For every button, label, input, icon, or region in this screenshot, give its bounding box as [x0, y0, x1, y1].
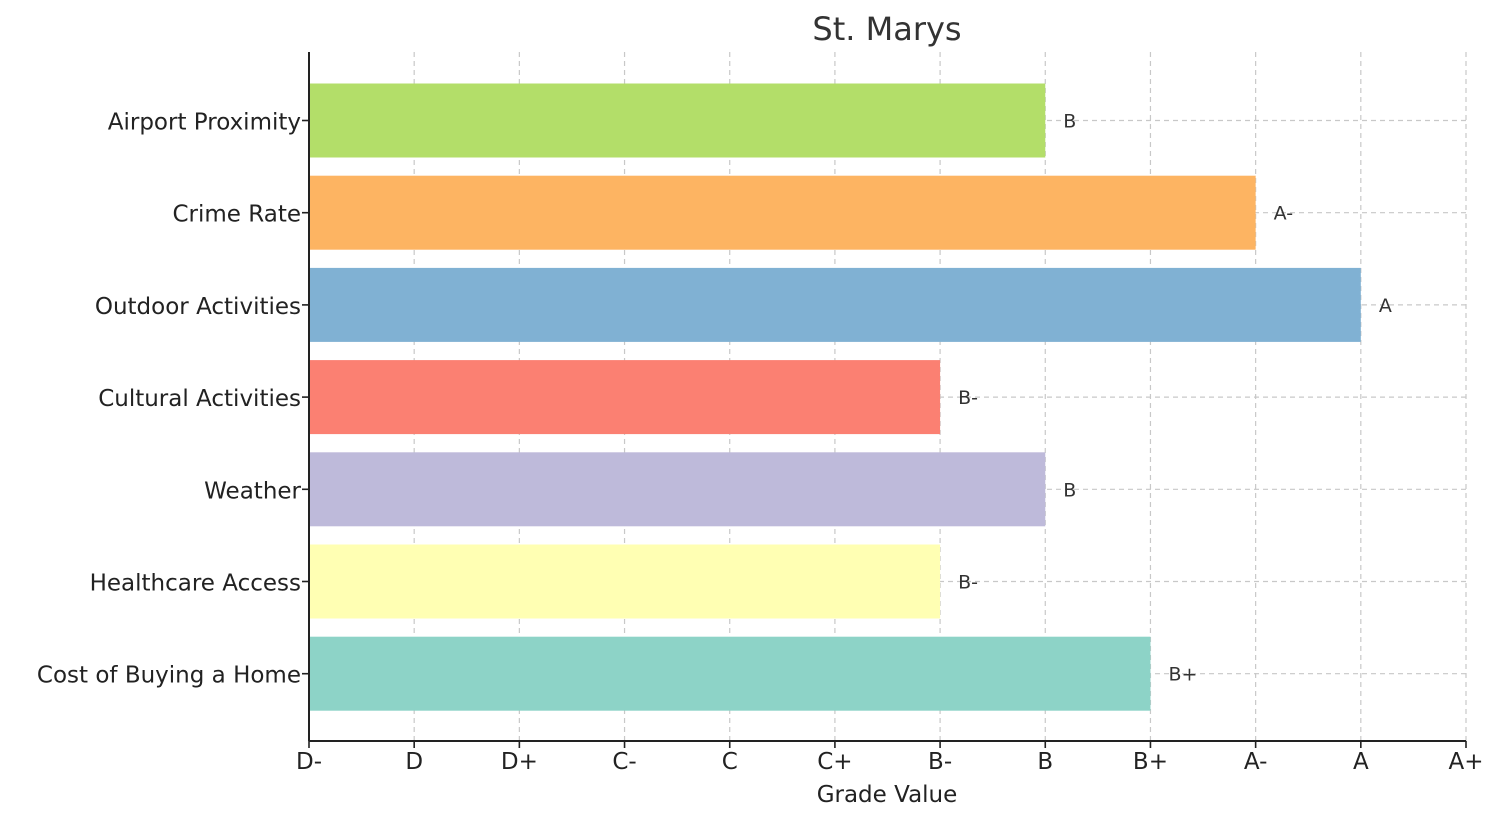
bar-value-label: B-	[958, 572, 978, 594]
bar	[309, 544, 941, 619]
bar	[309, 636, 1151, 711]
bar-value-label: B-	[958, 387, 978, 409]
x-tick-label: C-	[612, 749, 636, 775]
x-tick-label: C+	[817, 749, 852, 775]
x-tick-label: B	[1037, 749, 1053, 775]
x-tick-label: B-	[928, 749, 952, 775]
y-tick-label: Cultural Activities	[98, 386, 301, 412]
y-tick-label: Cost of Buying a Home	[37, 663, 301, 689]
y-tick-label: Crime Rate	[172, 202, 301, 228]
bar	[309, 175, 1256, 250]
bar-value-label: B	[1063, 111, 1076, 133]
x-tick-label: D	[405, 749, 423, 775]
label-layer: B Airport Proximity A- Crime Rate A Outdoor A…	[37, 110, 1484, 776]
bar	[309, 267, 1361, 342]
bar-value-label: A	[1379, 295, 1392, 317]
x-tick-label: C	[722, 749, 738, 775]
x-tick-label: A-	[1244, 749, 1268, 775]
x-tick-label: D-	[296, 749, 322, 775]
bar-value-label: B+	[1168, 664, 1197, 686]
chart-title: St. Marys	[812, 10, 961, 48]
y-tick-label: Outdoor Activities	[95, 294, 301, 320]
bar	[309, 360, 941, 435]
y-tick-label: Healthcare Access	[90, 571, 301, 597]
x-tick-label: A+	[1448, 749, 1483, 775]
x-tick-label: B+	[1133, 749, 1168, 775]
axis-layer	[302, 52, 1467, 748]
bar	[309, 83, 1046, 158]
bar-value-label: B	[1063, 479, 1076, 501]
bar-value-label: A-	[1274, 203, 1293, 225]
x-tick-label: A	[1353, 749, 1369, 775]
bar	[309, 452, 1046, 527]
bar-layer	[309, 83, 1361, 711]
y-tick-label: Weather	[204, 478, 301, 504]
y-tick-label: Airport Proximity	[108, 110, 301, 136]
x-axis-title: Grade Value	[817, 782, 958, 808]
x-tick-label: D+	[501, 749, 538, 775]
